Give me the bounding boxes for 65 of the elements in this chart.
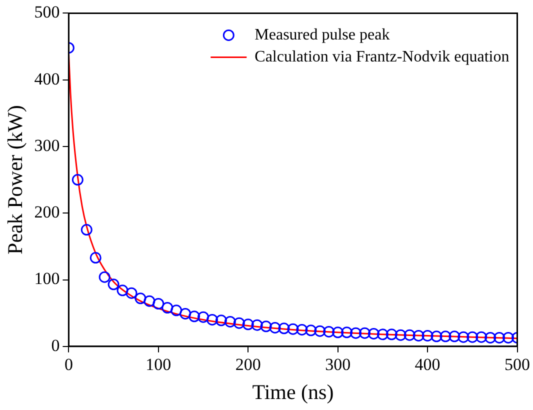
point (332, 326, 344, 338)
point (314, 325, 326, 337)
point (90, 252, 102, 264)
y-tick-label: 400 (34, 69, 60, 88)
point (394, 329, 406, 341)
point (350, 327, 362, 339)
point (341, 326, 353, 338)
point (224, 316, 236, 328)
y-tick-label: 0 (51, 336, 60, 355)
y-tick-label: 500 (34, 2, 60, 22)
point (188, 310, 200, 322)
point (242, 318, 254, 330)
point (144, 295, 156, 307)
legend-label: Calculation via Frantz-Nodvik equation (254, 48, 510, 66)
x-axis-title: Time (ns) (252, 380, 334, 404)
point (430, 330, 442, 342)
point (260, 320, 272, 332)
point (484, 332, 496, 344)
point (476, 331, 488, 343)
point (458, 331, 470, 343)
point (466, 331, 478, 343)
point (358, 327, 370, 339)
y-tick-label: 100 (34, 269, 60, 288)
point (198, 311, 210, 323)
point (368, 328, 380, 340)
point (152, 298, 164, 310)
point (206, 314, 218, 326)
point (269, 322, 281, 334)
point (323, 326, 335, 338)
x-tick-label: 500 (504, 355, 530, 374)
point (98, 271, 110, 283)
point (215, 314, 227, 326)
point (296, 324, 308, 336)
point (278, 322, 290, 334)
point (422, 330, 434, 342)
point (162, 302, 174, 314)
legend-label: Measured pulse peak (254, 26, 390, 44)
x-tick-label: 300 (325, 355, 351, 374)
point (180, 308, 192, 320)
point (116, 284, 128, 296)
x-tick-label: 400 (414, 355, 440, 374)
y-axis-title: Peak Power (kW) (3, 105, 28, 254)
point (72, 174, 84, 186)
point (233, 317, 245, 329)
point (404, 329, 416, 341)
x-tick-label: 100 (146, 355, 172, 374)
point (502, 332, 514, 344)
point (305, 324, 317, 336)
point (448, 330, 460, 342)
point (386, 328, 398, 340)
point (134, 292, 146, 304)
y-tick-label: 300 (34, 136, 60, 155)
point (287, 323, 299, 335)
point (494, 332, 506, 344)
point (108, 278, 120, 290)
point (170, 304, 182, 316)
y-tick-label: 200 (34, 202, 60, 222)
x-tick-label: 200 (235, 355, 261, 374)
point (440, 330, 452, 342)
point (80, 224, 92, 236)
point (412, 330, 424, 342)
x-tick-label: 0 (64, 355, 73, 374)
point (251, 319, 263, 331)
point (376, 328, 388, 340)
point (126, 287, 138, 299)
